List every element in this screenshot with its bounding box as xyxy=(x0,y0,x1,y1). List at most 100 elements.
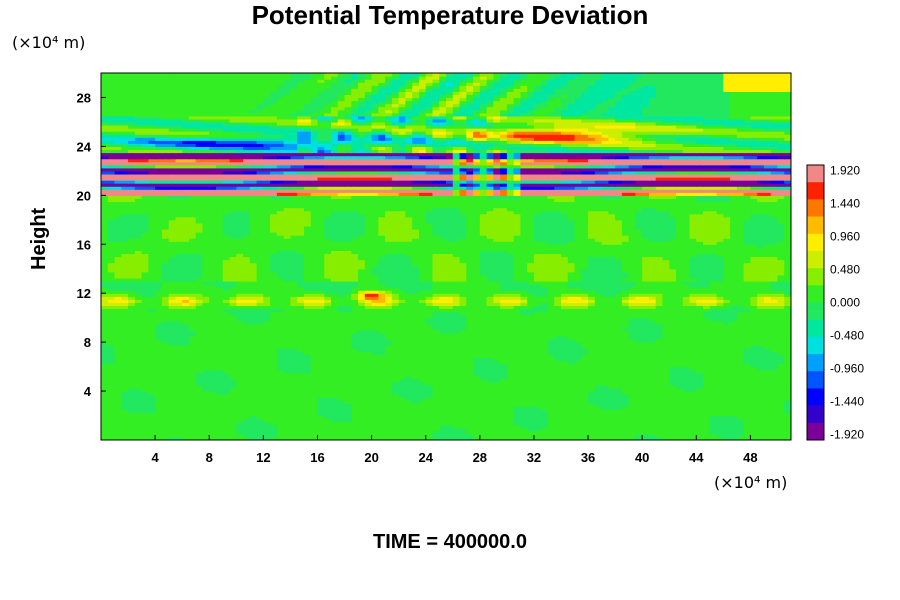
heatmap-cell xyxy=(466,351,474,355)
heatmap-cell xyxy=(513,400,522,404)
heatmap-cell xyxy=(148,403,156,407)
heatmap-cell xyxy=(270,360,278,365)
heatmap-cell xyxy=(344,314,352,319)
heatmap-cell xyxy=(209,394,217,398)
heatmap-cell xyxy=(161,391,170,395)
heatmap-cell xyxy=(648,366,657,371)
heatmap-cell xyxy=(709,320,718,325)
heatmap-cell xyxy=(385,424,393,429)
heatmap-cell xyxy=(676,427,684,432)
heatmap-cell xyxy=(723,363,731,368)
heatmap-cell xyxy=(784,424,791,429)
heatmap-cell xyxy=(588,299,596,303)
heatmap-cell xyxy=(263,381,271,386)
heatmap-cell xyxy=(689,409,697,414)
heatmap-cell xyxy=(716,323,724,328)
heatmap-cell xyxy=(594,317,603,322)
heatmap-cell xyxy=(513,406,522,411)
heatmap-cell xyxy=(175,409,183,414)
heatmap-cell xyxy=(459,403,467,407)
heatmap-cell xyxy=(730,409,738,414)
heatmap-cell xyxy=(533,329,542,334)
heatmap-cell xyxy=(283,378,292,383)
heatmap-cell xyxy=(662,412,670,417)
heatmap-cell xyxy=(554,427,562,432)
heatmap-cell xyxy=(161,406,170,411)
heatmap-cell xyxy=(452,314,461,319)
heatmap-cell xyxy=(615,329,623,334)
heatmap-cell xyxy=(236,406,244,411)
heatmap-cell xyxy=(222,326,231,331)
heatmap-cell xyxy=(730,296,738,300)
heatmap-cell xyxy=(412,381,420,386)
heatmap-cell xyxy=(344,369,352,374)
heatmap-cell xyxy=(290,339,298,343)
heatmap-cell xyxy=(757,406,765,411)
heatmap-cell xyxy=(736,436,745,440)
heatmap-cell xyxy=(303,305,312,310)
heatmap-cell xyxy=(263,314,271,319)
heatmap-cell xyxy=(425,384,434,389)
heatmap-cell xyxy=(513,412,522,417)
heatmap-cell xyxy=(107,345,116,349)
heatmap-cell xyxy=(479,351,488,355)
heatmap-cell xyxy=(378,360,386,365)
heatmap-cell xyxy=(716,378,724,383)
heatmap-cell xyxy=(155,409,163,414)
heatmap-cell xyxy=(371,391,379,395)
heatmap-cell xyxy=(412,400,420,404)
heatmap-cell xyxy=(736,314,745,319)
heatmap-cell xyxy=(439,296,447,300)
heatmap-cell xyxy=(398,418,407,423)
heatmap-cell xyxy=(107,412,116,417)
heatmap-cell xyxy=(385,391,393,395)
heatmap-cell xyxy=(405,433,413,438)
heatmap-cell xyxy=(452,421,461,426)
heatmap-cell xyxy=(249,412,258,417)
heatmap-cell xyxy=(588,348,596,352)
heatmap-cell xyxy=(128,424,136,429)
heatmap-cell xyxy=(676,336,684,340)
heatmap-cell xyxy=(148,409,156,414)
heatmap-cell xyxy=(134,323,143,328)
heatmap-cell xyxy=(750,394,758,398)
heatmap-cell xyxy=(642,427,650,432)
heatmap-cell xyxy=(161,305,170,310)
heatmap-cell xyxy=(222,400,231,404)
heatmap-cell xyxy=(574,397,582,401)
heatmap-cell xyxy=(696,391,704,395)
heatmap-cell xyxy=(763,412,772,417)
heatmap-cell xyxy=(628,418,637,423)
heatmap-cell xyxy=(642,391,650,395)
heatmap-cell xyxy=(621,332,630,337)
heatmap-cell xyxy=(635,290,643,294)
heatmap-cell xyxy=(371,323,379,328)
heatmap-cell xyxy=(188,351,197,355)
heatmap-cell xyxy=(601,391,609,395)
heatmap-cell xyxy=(398,369,407,374)
heatmap-cell xyxy=(107,357,116,362)
heatmap-cell xyxy=(310,351,319,355)
heatmap-cell xyxy=(567,357,576,362)
heatmap-cell xyxy=(141,372,149,377)
heatmap-cell xyxy=(385,290,393,294)
heatmap-cell xyxy=(101,384,109,389)
heatmap-cell xyxy=(723,412,731,417)
heatmap-cell xyxy=(134,372,143,377)
heatmap-cell xyxy=(628,397,637,401)
heatmap-cell xyxy=(608,351,616,355)
heatmap-cell xyxy=(446,391,454,395)
heatmap-cell xyxy=(101,421,109,426)
heatmap-cell xyxy=(385,381,393,386)
heatmap-cell xyxy=(588,320,596,325)
heatmap-cell xyxy=(513,436,522,440)
heatmap-cell xyxy=(750,418,758,423)
heatmap-cell xyxy=(513,345,522,349)
heatmap-cell xyxy=(676,302,684,307)
heatmap-cell xyxy=(270,381,278,386)
heatmap-cell xyxy=(777,351,785,355)
heatmap-cell xyxy=(750,397,758,401)
heatmap-cell xyxy=(621,314,630,319)
heatmap-cell xyxy=(358,299,366,303)
heatmap-cell xyxy=(202,317,210,322)
